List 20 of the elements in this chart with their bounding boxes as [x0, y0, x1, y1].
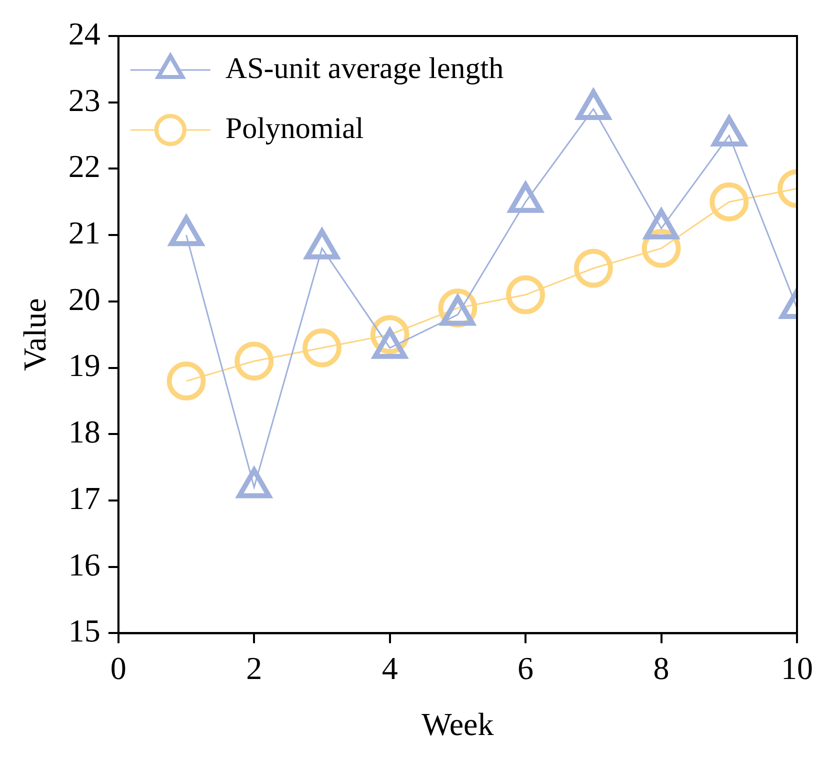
x-tick-label: 8: [653, 650, 670, 686]
y-tick-label: 20: [68, 280, 100, 317]
y-tick-label: 18: [68, 414, 100, 450]
y-tick-label: 19: [68, 347, 100, 384]
x-tick-label: 6: [518, 650, 534, 686]
x-tick-label: 2: [246, 650, 262, 686]
y-tick-label: 24: [68, 15, 100, 52]
legend-label: Polynomial: [225, 112, 364, 145]
y-axis-title: Value: [16, 298, 53, 372]
x-axis-title: Week: [422, 706, 494, 742]
y-tick-label: 15: [68, 612, 100, 649]
y-tick-label: 21: [68, 214, 100, 250]
y-tick-label: 23: [68, 82, 100, 118]
y-tick-label: 16: [68, 546, 100, 582]
x-tick-label: 10: [781, 650, 813, 686]
legend-label: AS-unit average length: [225, 52, 504, 85]
x-tick-label: 4: [382, 650, 398, 686]
x-tick-label: 0: [110, 650, 126, 686]
y-tick-label: 17: [68, 480, 100, 516]
y-tick-label: 22: [68, 148, 100, 184]
